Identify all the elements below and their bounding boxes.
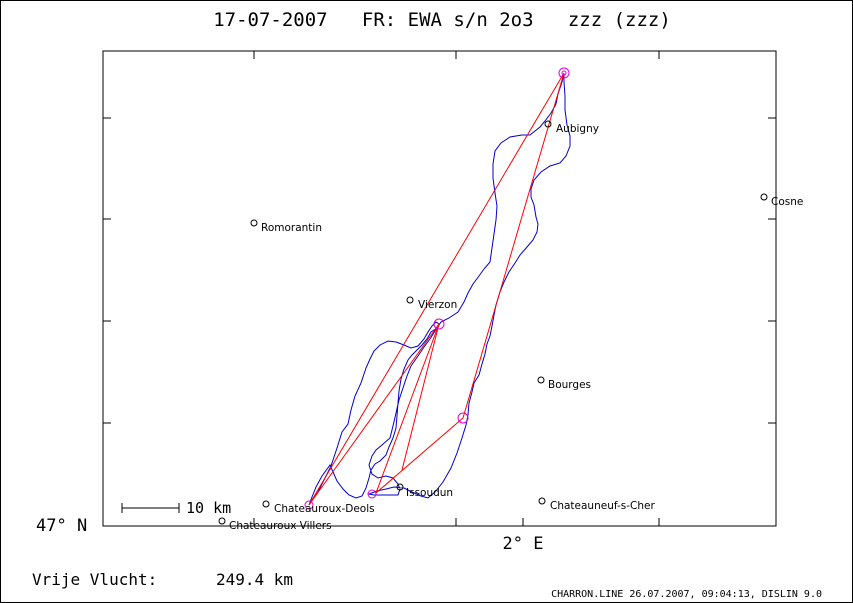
city-label: Romorantin — [261, 222, 322, 234]
city-marker — [250, 219, 258, 227]
city-cosne: Cosne — [760, 193, 803, 208]
city-aubigny: Aubigny — [544, 120, 599, 135]
city-marker — [262, 500, 270, 508]
city-label: Chateauroux-Villers — [229, 520, 332, 532]
footer-credit: CHARRON.LINE 26.07.2007, 09:04:13, DISLI… — [551, 589, 822, 600]
flight-type-label: Vrije Vlucht: — [32, 570, 157, 589]
city-bourges: Bourges — [537, 376, 591, 391]
turnpoint-marker — [561, 70, 567, 76]
city-marker — [544, 120, 552, 128]
longitude-label: 2° E — [503, 534, 544, 554]
latitude-label: 47° N — [36, 516, 87, 536]
city-marker — [538, 497, 546, 505]
turnpoint-marker — [304, 500, 314, 510]
gps-track — [308, 73, 571, 506]
city-vierzon: Vierzon — [406, 296, 457, 311]
city-chateauneuf-s-cher: Chateauneuf-s-Cher — [538, 497, 655, 512]
axis-ticks — [103, 51, 776, 526]
turnpoint-marker — [558, 67, 570, 79]
city-marker — [537, 376, 545, 384]
task-legs — [308, 72, 565, 506]
turnpoints — [304, 67, 570, 510]
city-label: Chateauroux-Deols — [274, 503, 375, 515]
city-romorantin: Romorantin — [250, 219, 322, 234]
city-issoudun: Issoudun — [396, 483, 453, 499]
city-label: Vierzon — [418, 299, 457, 311]
task-leg-inner — [401, 323, 440, 471]
city-marker — [218, 517, 226, 525]
city-marker — [396, 483, 404, 491]
turnpoint-marker — [457, 412, 469, 424]
city-marker — [406, 296, 414, 304]
plot-area — [102, 50, 777, 527]
city-chateauroux-villers: Chateauroux-Villers — [218, 517, 332, 532]
city-label: Bourges — [548, 379, 591, 391]
city-marker — [760, 193, 768, 201]
city-label: Aubigny — [556, 123, 599, 135]
turnpoint-marker — [433, 318, 445, 330]
scale-bar-label: 10 km — [186, 499, 231, 517]
city-chateauroux-deols: Chateauroux-Deols — [262, 500, 375, 515]
city-label: Issoudun — [406, 487, 453, 499]
scale-bar: 10 km — [121, 499, 231, 517]
city-label: Chateauneuf-s-Cher — [550, 500, 655, 512]
turnpoint-marker — [367, 489, 377, 499]
flight-distance: 249.4 km — [216, 570, 293, 589]
city-label: Cosne — [771, 196, 803, 208]
map-title: 17-07-2007 FR: EWA s/n 2o3 zzz (zzz) — [213, 9, 671, 31]
